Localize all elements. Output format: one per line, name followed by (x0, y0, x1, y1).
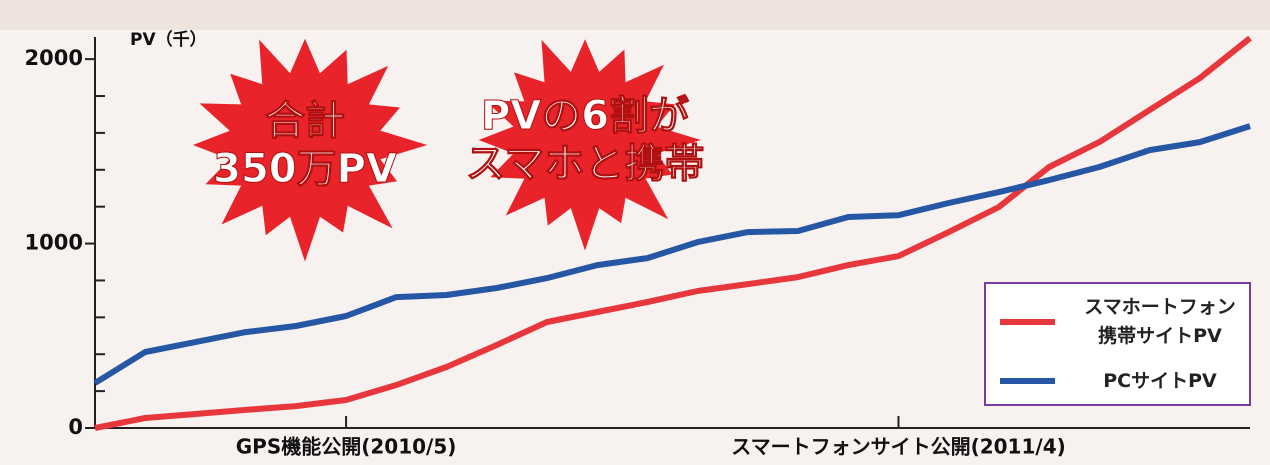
y-tick-label: 1000 (25, 231, 83, 255)
legend-label: スマホートフォン携帯サイトPV (1084, 296, 1235, 347)
starburst (478, 39, 701, 251)
y-tick-label: 0 (68, 415, 83, 439)
annotation-line: スマホと携帯 (466, 141, 705, 187)
annotation-line: 合計 (265, 98, 345, 144)
y-tick-label: 2000 (25, 46, 83, 70)
x-tick-label: スマートフォンサイト公開(2011/4) (731, 435, 1066, 459)
legend-box (984, 282, 1251, 406)
x-tick-label: GPS機能公開(2010/5) (236, 435, 457, 459)
legend-label: PCサイトPV (1103, 370, 1217, 392)
y-axis-label: PV（千） (130, 29, 207, 50)
background-strip (0, 0, 1270, 30)
annotation-line: PVの6割が (481, 93, 689, 139)
series-line (93, 123, 1251, 386)
annotation-line: 350万PV (213, 146, 397, 192)
series-line (94, 35, 1252, 431)
starburst (193, 38, 428, 262)
